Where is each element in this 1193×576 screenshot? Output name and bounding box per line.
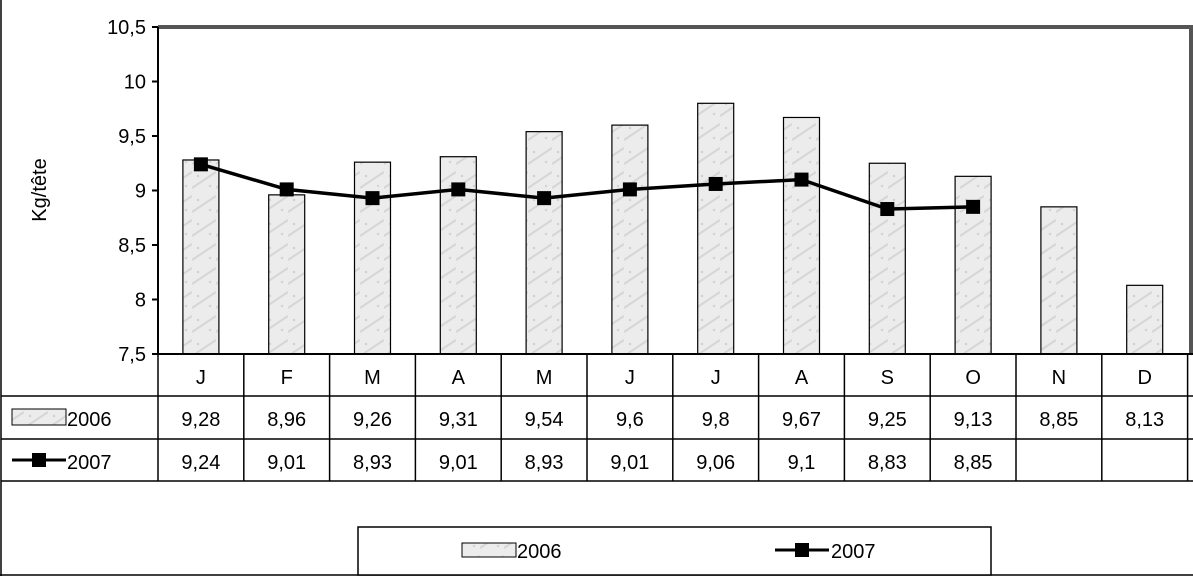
table-cell-2006: 8,85 [1039,409,1078,431]
line-2007-path [200,162,974,211]
bar-2006 [868,162,906,355]
table-cell-2007: 9,01 [439,452,478,474]
bar-2006 [611,124,649,355]
category-label: F [281,367,293,389]
y-tick-label: 8,5 [118,235,146,257]
category-label: D [1137,367,1151,389]
table-cell-2007: 8,83 [868,452,907,474]
table-series-label-2007: 2007 [67,452,112,474]
category-label: J [711,367,721,389]
category-label: A [452,367,466,389]
marker-2007 [794,172,809,187]
table-cell-2006: 9,28 [181,409,220,431]
bar-series-2006 [182,102,1164,355]
category-label: M [536,367,553,389]
bar-2006 [697,102,735,355]
table-cell-2007: 8,93 [353,452,392,474]
legend-label-2007: 2007 [831,541,876,563]
table-swatch-2006 [11,408,67,426]
category-label: N [1052,367,1066,389]
table-cell-2007: 9,01 [267,452,306,474]
y-tick-label: 10,5 [107,17,146,39]
marker-2007 [365,191,380,206]
bar-2006 [1126,284,1164,355]
table-cell-2007: 9,24 [181,452,220,474]
bar-2006 [525,131,563,355]
table-marker-2007 [32,453,46,467]
marker-2007 [880,202,895,217]
table-cell-2007: 8,85 [954,452,993,474]
table-cell-2007: 9,1 [788,452,816,474]
marker-2007 [193,157,208,172]
bar-2006 [268,194,306,355]
bar-2006 [353,161,392,355]
table-cell-2007: 8,93 [525,452,564,474]
table-cell-2006: 9,13 [954,409,993,431]
table-cell-2007: 9,06 [696,452,735,474]
table-series-label-2006: 2006 [67,409,112,431]
legend: 2006 2007 [357,526,992,576]
category-label: M [364,367,381,389]
category-label: J [196,367,206,389]
legend-marker-2007 [795,543,809,557]
table-cell-2006: 9,67 [782,409,821,431]
marker-2007 [622,182,637,197]
legend-swatch-2006 [461,542,517,558]
marker-2007 [966,199,981,214]
y-tick-label: 10 [124,72,146,94]
legend-box [357,526,992,576]
data-table: J F M A M J J A S O N D 2006 2007 9,28 8,96 9,26 9,31 9,54… [1,353,1193,482]
marker-2007 [279,182,294,197]
y-tick-label: 9 [135,181,146,203]
plot-area [158,27,1193,354]
table-cell-2006: 9,25 [868,409,907,431]
bar-2006 [782,116,821,355]
table-cell-2007: 9,01 [610,452,649,474]
marker-2007 [451,182,466,197]
table-cell-2006: 9,54 [525,409,564,431]
table-cell-2006: 9,8 [702,409,730,431]
y-tick-label: 9,5 [118,126,146,148]
category-label: O [965,367,981,389]
marker-2007 [708,176,723,191]
table-cell-2006: 8,13 [1125,409,1164,431]
table-cell-2006: 9,26 [353,409,392,431]
bar-2006 [1040,206,1078,355]
bar-2006 [182,159,220,355]
table-cell-2006: 8,96 [267,409,306,431]
marker-2007 [537,191,552,206]
line-series-2007 [193,157,981,217]
table-cell-2006: 9,6 [616,409,644,431]
y-axis-label: Kg/tête [29,158,51,221]
category-label: A [795,367,809,389]
y-tick-label: 8 [135,290,146,312]
y-tick-label: 7,5 [118,344,146,366]
category-label: S [881,367,894,389]
table-cell-2006: 9,31 [439,409,478,431]
legend-label-2006: 2006 [517,541,562,563]
y-axis: 7,5 8 8,5 9 9,5 10 10,5 [107,17,159,366]
category-label: J [625,367,635,389]
